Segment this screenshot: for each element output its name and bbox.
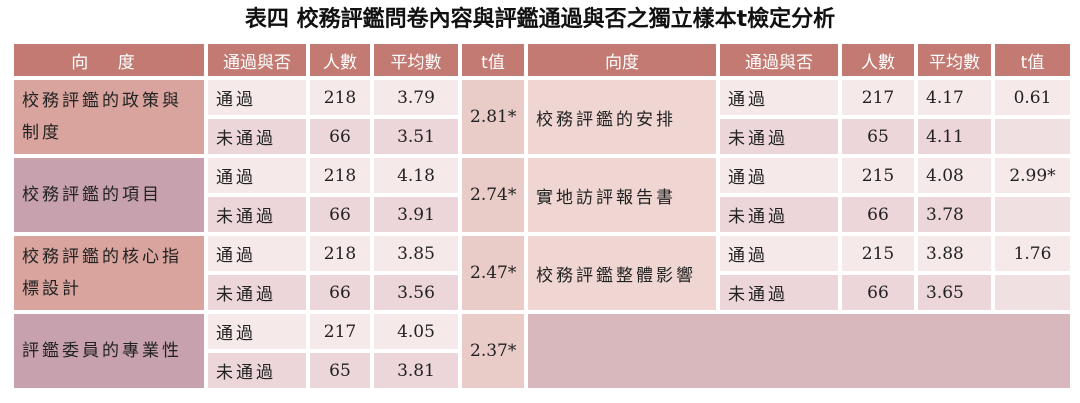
status-cell: 未通過 bbox=[208, 275, 306, 310]
count-cell: 66 bbox=[310, 119, 370, 154]
title: 表四 校務評鑑問卷內容與評鑑通過與否之獨立樣本t檢定分析 bbox=[244, 7, 836, 32]
count-cell: 66 bbox=[842, 275, 914, 310]
header-cell: 向 度 bbox=[14, 44, 204, 76]
status-cell: 未通過 bbox=[720, 119, 838, 154]
table: 向 度通過與否 人數 平均數 t值 向度 通過與否 人數 平均數 t值 校務評鑑的政策與制度 通過… bbox=[10, 40, 1074, 392]
header-cell: 平均數 bbox=[374, 44, 458, 76]
status-cell: 未通過 bbox=[720, 275, 838, 310]
status-cell: 未通過 bbox=[208, 353, 306, 388]
mean-cell: 4.11 bbox=[918, 119, 991, 154]
status-cell: 未通過 bbox=[208, 197, 306, 232]
dimension-cell: 評鑑委員的專業性 bbox=[14, 314, 204, 388]
status-cell: 未通過 bbox=[720, 197, 838, 232]
count-cell: 218 bbox=[310, 80, 370, 115]
mean-cell: 3.79 bbox=[374, 80, 458, 115]
status-cell: 通過 bbox=[208, 80, 306, 115]
table-row: 校務評鑑的核心指標設計 通過 218 3.85 2.47* 校務評鑑整體影響 通過 215 3.… bbox=[14, 236, 1070, 310]
status-cell: 通過 bbox=[208, 236, 306, 271]
table-body: 校務評鑑的政策與制度 通過 218 3.79 2.81* 校務評鑑的安排 通過 217 4.17… bbox=[14, 80, 1070, 388]
header-cell: t值 bbox=[462, 44, 524, 76]
table-row: 未通過 66 3.56 未通過 66 3.65 bbox=[14, 275, 1070, 310]
count-cell: 217 bbox=[842, 80, 914, 115]
empty-cell bbox=[995, 119, 1070, 154]
dimension-cell: 校務評鑑整體影響 bbox=[528, 236, 716, 310]
mean-cell: 3.51 bbox=[374, 119, 458, 154]
dimension-cell: 校務評鑑的項目 bbox=[14, 158, 204, 232]
count-cell: 65 bbox=[310, 353, 370, 388]
status-cell: 通過 bbox=[208, 158, 306, 193]
count-cell: 65 bbox=[842, 119, 914, 154]
mean-cell: 4.05 bbox=[374, 314, 458, 349]
header-cell: 向度 bbox=[528, 44, 716, 76]
t-cell: 2.37* bbox=[462, 314, 524, 388]
mean-cell: 3.65 bbox=[918, 275, 991, 310]
header-cell: 人數 bbox=[842, 44, 914, 76]
dimension-cell: 校務評鑑的安排 bbox=[528, 80, 716, 154]
empty-cell bbox=[528, 314, 1070, 388]
mean-cell: 3.78 bbox=[918, 197, 991, 232]
count-cell: 215 bbox=[842, 236, 914, 271]
empty-cell bbox=[995, 197, 1070, 232]
t-cell: 2.99* bbox=[995, 158, 1070, 193]
status-cell: 通過 bbox=[720, 80, 838, 115]
table-row: 未通過 66 3.51 未通過 65 4.11 bbox=[14, 119, 1070, 154]
mean-cell: 3.88 bbox=[918, 236, 991, 271]
mean-cell: 4.18 bbox=[374, 158, 458, 193]
header-cell: 平均數 bbox=[918, 44, 991, 76]
count-cell: 66 bbox=[842, 197, 914, 232]
count-cell: 215 bbox=[842, 158, 914, 193]
empty-cell bbox=[995, 275, 1070, 310]
mean-cell: 4.08 bbox=[918, 158, 991, 193]
dimension-cell: 校務評鑑的核心指標設計 bbox=[14, 236, 204, 310]
header-row: 向 度通過與否 人數 平均數 t值 向度 通過與否 人數 平均數 t值 bbox=[14, 44, 1070, 76]
dimension-cell: 校務評鑑的政策與制度 bbox=[14, 80, 204, 154]
header-cell: 通過與否 bbox=[208, 44, 306, 76]
table-row: 校務評鑑的項目 通過 218 4.18 2.74* 實地訪評報告書 通過 215 4.08 2.9… bbox=[14, 158, 1070, 232]
t-cell: 1.76 bbox=[995, 236, 1070, 271]
table-row: 校務評鑑的政策與制度 通過 218 3.79 2.81* 校務評鑑的安排 通過 217 4.17… bbox=[14, 80, 1070, 154]
header-cell: t值 bbox=[995, 44, 1070, 76]
table-row: 評鑑委員的專業性 通過 217 4.05 2.37* bbox=[14, 314, 1070, 388]
count-cell: 66 bbox=[310, 197, 370, 232]
mean-cell: 3.56 bbox=[374, 275, 458, 310]
mean-cell: 3.81 bbox=[374, 353, 458, 388]
mean-cell: 3.85 bbox=[374, 236, 458, 271]
status-cell: 通過 bbox=[720, 236, 838, 271]
status-cell: 通過 bbox=[720, 158, 838, 193]
header-cell: 人數 bbox=[310, 44, 370, 76]
count-cell: 218 bbox=[310, 158, 370, 193]
status-cell: 未通過 bbox=[208, 119, 306, 154]
table-row: 未通過 65 3.81 bbox=[14, 353, 1070, 388]
t-cell: 2.47* bbox=[462, 236, 524, 310]
t-cell: 2.81* bbox=[462, 80, 524, 154]
table-row: 未通過 66 3.91 未通過 66 3.78 bbox=[14, 197, 1070, 232]
dimension-cell: 實地訪評報告書 bbox=[528, 158, 716, 232]
count-cell: 217 bbox=[310, 314, 370, 349]
mean-cell: 4.17 bbox=[918, 80, 991, 115]
count-cell: 218 bbox=[310, 236, 370, 271]
t-cell: 0.61 bbox=[995, 80, 1070, 115]
status-cell: 通過 bbox=[208, 314, 306, 349]
t-cell: 2.74* bbox=[462, 158, 524, 232]
mean-cell: 3.91 bbox=[374, 197, 458, 232]
header-cell: 通過與否 bbox=[720, 44, 838, 76]
count-cell: 66 bbox=[310, 275, 370, 310]
